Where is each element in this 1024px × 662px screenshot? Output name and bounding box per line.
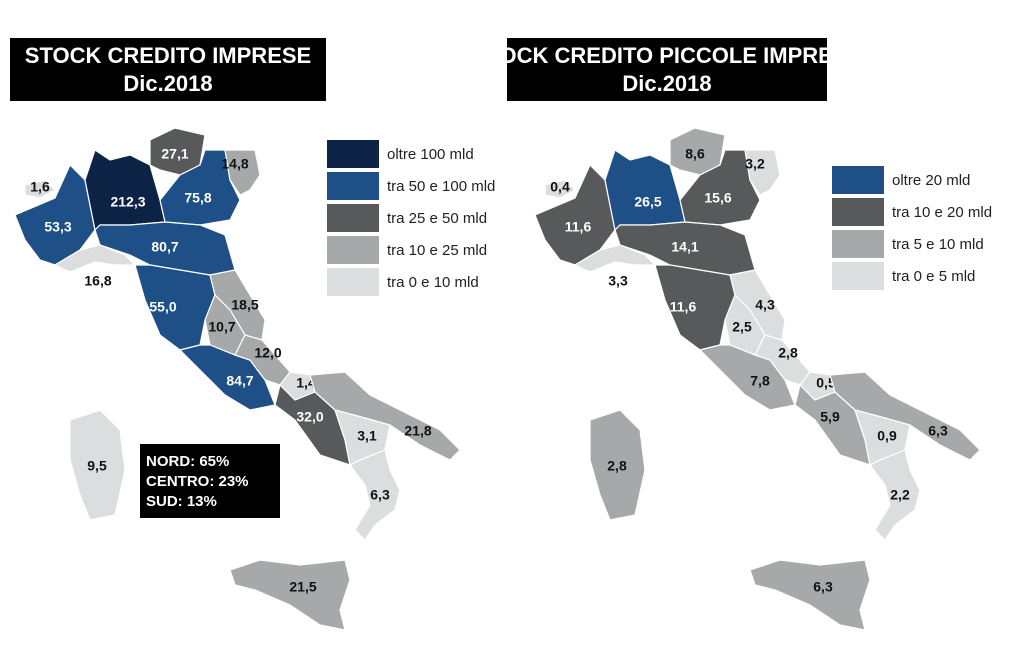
region-label: 21,5 — [289, 579, 316, 595]
legend-label: tra 0 e 10 mld — [387, 274, 479, 291]
region — [229, 559, 351, 631]
legend-label: tra 0 e 5 mld — [892, 268, 975, 285]
region — [224, 149, 261, 196]
region-label: 75,8 — [184, 190, 211, 206]
region — [349, 449, 401, 541]
region — [14, 163, 96, 266]
legend-label: tra 10 e 25 mld — [387, 242, 487, 259]
region-label: 80,7 — [151, 239, 178, 255]
maps: 1,6 53,3 212,3 27,1 75,8 14,8 16,8 80,7 55,0 18,5… — [14, 127, 992, 631]
region — [589, 409, 646, 521]
region — [679, 149, 761, 226]
region-label: 6,3 — [928, 423, 948, 439]
region-label: 2,2 — [890, 487, 910, 503]
map-subtitle: Dic.2018 — [622, 71, 711, 96]
region-label: 26,5 — [634, 194, 661, 210]
region-label: 27,1 — [161, 146, 188, 162]
legend-label: oltre 20 mld — [892, 172, 970, 189]
region-label: 11,6 — [565, 219, 592, 235]
map-title: STOCK CREDITO IMPRESE — [25, 43, 311, 68]
region-label: 12,0 — [254, 345, 281, 361]
region-label: 0,9 — [877, 428, 897, 444]
legend-label: tra 25 e 50 mld — [387, 210, 487, 227]
region-label: 9,5 — [87, 458, 107, 474]
region-label: 21,8 — [404, 423, 431, 439]
region — [24, 179, 56, 199]
region-label: 7,8 — [750, 373, 770, 389]
note-box — [140, 444, 280, 518]
region — [869, 449, 921, 541]
legend-swatch — [832, 198, 884, 226]
note-line: CENTRO: 23% — [146, 473, 249, 490]
region — [744, 149, 781, 196]
region-label: 53,3 — [44, 219, 71, 235]
legend-swatch — [832, 262, 884, 290]
legend-swatch — [832, 230, 884, 258]
region-label: 212,3 — [110, 194, 145, 210]
legend-label: tra 10 e 20 mld — [892, 204, 992, 221]
title-box — [507, 38, 827, 101]
region-label: 3,1 — [357, 428, 377, 444]
region — [234, 334, 291, 386]
region-label: 3,2 — [745, 156, 765, 172]
region-label: 16,8 — [84, 273, 111, 289]
region — [534, 163, 616, 266]
legend-swatch — [327, 236, 379, 264]
legend-swatch — [327, 140, 379, 168]
region-label: 6,3 — [813, 579, 833, 595]
region-label: 14,8 — [221, 156, 248, 172]
region-label: 8,6 — [685, 146, 705, 162]
region — [749, 559, 871, 631]
region — [654, 264, 736, 351]
map-subtitle: Dic.2018 — [123, 71, 212, 96]
region-label: 18,5 — [231, 297, 258, 313]
legend-swatch — [832, 166, 884, 194]
note-line: SUD: 13% — [146, 493, 217, 510]
region-label: 84,7 — [226, 373, 253, 389]
region-label: 3,3 — [608, 273, 628, 289]
title-box — [10, 38, 326, 101]
region — [544, 179, 576, 199]
region-label: 55,0 — [149, 299, 176, 315]
legend-swatch — [327, 172, 379, 200]
note-line: NORD: 65% — [146, 453, 229, 470]
region-label: 2,8 — [778, 345, 798, 361]
region — [134, 264, 216, 351]
region-label: 15,6 — [704, 190, 731, 206]
region-label: 6,3 — [370, 487, 390, 503]
legend-label: oltre 100 mld — [387, 146, 474, 163]
region-label: 0,4 — [550, 179, 570, 195]
region-label: 10,7 — [208, 319, 235, 335]
region-label: 11,6 — [670, 299, 697, 315]
region-label: 32,0 — [296, 409, 323, 425]
legend-swatch — [327, 204, 379, 232]
legend-label: tra 50 e 100 mld — [387, 178, 495, 195]
region-label: 1,6 — [30, 179, 50, 195]
region-label: 5,9 — [820, 409, 840, 425]
region — [159, 149, 241, 226]
map-title: STOCK CREDITO PICCOLE IMPRESE — [472, 43, 862, 68]
legend-swatch — [327, 268, 379, 296]
legend-label: tra 5 e 10 mld — [892, 236, 984, 253]
region-label: 14,1 — [671, 239, 698, 255]
region-label: 2,8 — [607, 458, 627, 474]
region-label: 2,5 — [732, 319, 752, 335]
region — [754, 334, 811, 386]
region — [69, 409, 126, 521]
region-label: 4,3 — [755, 297, 775, 313]
